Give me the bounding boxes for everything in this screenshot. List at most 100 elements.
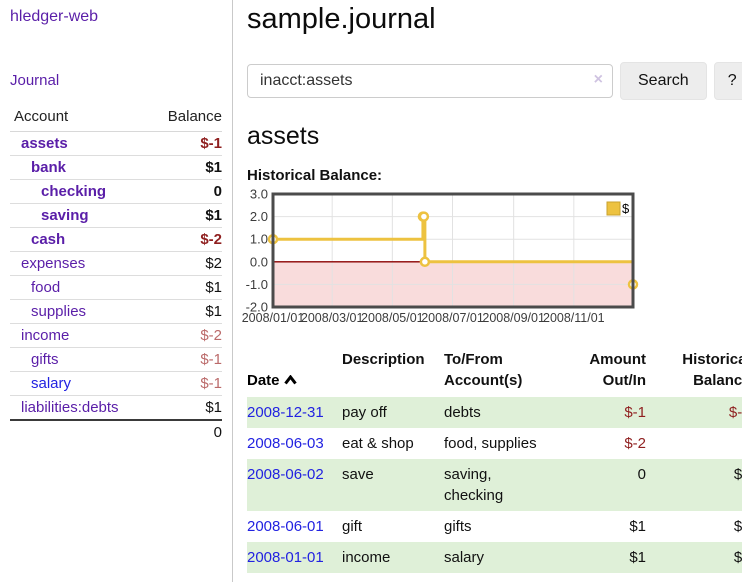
transaction-date-link[interactable]: 2008-12-31 (247, 404, 324, 421)
account-row: saving $1 (10, 203, 222, 228)
svg-text:2008/03/01: 2008/03/01 (301, 311, 364, 325)
date-sort-label: Date (247, 372, 280, 389)
transaction-balance: $-1 (728, 404, 742, 421)
svg-text:0.0: 0.0 (250, 254, 268, 269)
account-row: income $-2 (10, 323, 222, 348)
account-balance: $-1 (147, 347, 222, 372)
account-link[interactable]: bank (31, 159, 67, 176)
accounts-total-row: 0 (10, 419, 222, 444)
clear-search-icon[interactable]: × (593, 71, 603, 88)
register-header-balance: Historical Balance (682, 351, 742, 389)
register-header-description: Description (342, 351, 425, 368)
account-link[interactable]: income (21, 327, 70, 344)
account-link[interactable]: salary (31, 375, 72, 392)
transaction-balance: $2 (733, 466, 742, 483)
account-row: cash $-2 (10, 227, 222, 252)
accounts-header-balance: Balance (147, 105, 222, 132)
account-link[interactable]: food (31, 279, 61, 296)
account-balance: $1 (147, 203, 222, 228)
account-link[interactable]: checking (41, 183, 107, 200)
register-header-date: Date (247, 345, 342, 397)
transaction-amount: $1 (629, 518, 646, 535)
accounts-total-value: 0 (147, 419, 222, 444)
transaction-accounts: food, supplies (444, 435, 537, 452)
account-row: checking 0 (10, 179, 222, 204)
transaction-description: save (342, 466, 374, 483)
accounts-header-account: Account (10, 105, 148, 132)
svg-text:2008/09/01: 2008/09/01 (482, 311, 545, 325)
accounts-header-row: Account Balance (10, 105, 222, 132)
account-row: salary $-1 (10, 371, 222, 396)
register-header-amount: Amount Out/In (589, 351, 646, 389)
account-balance: $-2 (147, 227, 222, 252)
help-button[interactable]: ? (713, 62, 742, 100)
search-input-wrap: × (247, 64, 613, 98)
account-row: expenses $2 (10, 251, 222, 276)
account-link[interactable]: liabilities:debts (21, 399, 119, 416)
transaction-amount: $-1 (624, 404, 646, 421)
transaction-date-link[interactable]: 2008-06-02 (247, 466, 324, 483)
transaction-amount: 0 (637, 466, 646, 483)
transaction-amount: $1 (629, 549, 646, 566)
transaction-balance: $2 (733, 518, 742, 535)
transaction-balance: 0 (646, 428, 742, 459)
account-balance: $1 (147, 299, 222, 324)
transaction-date-link[interactable]: 2008-06-01 (247, 518, 324, 535)
account-link[interactable]: supplies (31, 303, 87, 320)
transaction-description: pay off (342, 404, 387, 421)
account-balance: 0 (147, 179, 222, 204)
date-sort-link[interactable]: Date (247, 372, 297, 389)
account-balance: $1 (147, 275, 222, 300)
register-header-accounts: To/From Account(s) (444, 351, 523, 389)
svg-text:-2.0: -2.0 (246, 300, 268, 315)
svg-text:$: $ (622, 201, 630, 216)
accounts-total-spacer (10, 419, 148, 444)
transaction-date-link[interactable]: 2008-06-03 (247, 435, 324, 452)
account-link[interactable]: cash (31, 231, 66, 248)
chart-title: Historical Balance: (247, 167, 383, 184)
register-header-row: Date Description To/From Account(s) Amou… (247, 345, 742, 397)
transaction-accounts: salary (444, 549, 485, 566)
page-title: sample.journal (247, 3, 436, 35)
account-row: supplies $1 (10, 299, 222, 324)
nav-journal-link[interactable]: Journal (10, 72, 60, 89)
account-link[interactable]: saving (41, 207, 89, 224)
account-link[interactable]: expenses (21, 255, 86, 272)
account-balance: $-1 (147, 371, 222, 396)
account-link[interactable]: assets (21, 135, 68, 152)
account-row: bank $1 (10, 155, 222, 180)
transaction-amount: $-2 (624, 435, 646, 452)
account-row: liabilities:debts $1 (10, 395, 222, 421)
account-balance: $-2 (147, 323, 222, 348)
sidebar: hledger-web Journal Account Balance asse… (0, 0, 233, 582)
transaction-accounts: gifts (444, 518, 472, 535)
transaction-description: income (342, 549, 391, 566)
transaction-description: gift (342, 518, 363, 535)
transaction-date-link[interactable]: 2008-01-01 (247, 549, 324, 566)
account-link[interactable]: gifts (31, 351, 59, 368)
account-heading: assets (247, 122, 320, 150)
transaction-accounts: saving, checking (444, 466, 504, 504)
brand-link[interactable]: hledger-web (10, 8, 99, 25)
svg-text:3.0: 3.0 (250, 187, 268, 202)
register-row: 2008-01-01 income salary $1 $1 (247, 542, 742, 573)
svg-text:1.0: 1.0 (250, 232, 268, 247)
transaction-balance: $1 (733, 549, 742, 566)
account-balance: $1 (147, 395, 222, 421)
account-row: gifts $-1 (10, 347, 222, 372)
search-button[interactable]: Search (620, 62, 707, 100)
chart-canvas: $3.0 2.0 1.0 0.0 -1.0 -2.02008/01/012008/03/0… (242, 187, 639, 325)
sort-ascending-icon (283, 374, 297, 385)
historical-balance-chart: $3.0 2.0 1.0 0.0 -1.0 -2.0 2008/01/01 2008/03/0… (242, 187, 742, 329)
svg-text:2.0: 2.0 (250, 209, 268, 224)
accounts-table: Account Balance assets $-1 bank $1 check… (10, 105, 222, 444)
account-row: food $1 (10, 275, 222, 300)
transaction-accounts: debts (444, 404, 481, 421)
svg-text:2008/05/01: 2008/05/01 (361, 311, 424, 325)
svg-text:-1.0: -1.0 (246, 277, 268, 292)
svg-text:2008/11/01: 2008/11/01 (543, 311, 605, 325)
svg-text:2008/07/01: 2008/07/01 (421, 311, 484, 325)
search-input[interactable] (247, 64, 613, 98)
register-row: 2008-06-02 save saving, checking 0 $2 (247, 459, 742, 511)
